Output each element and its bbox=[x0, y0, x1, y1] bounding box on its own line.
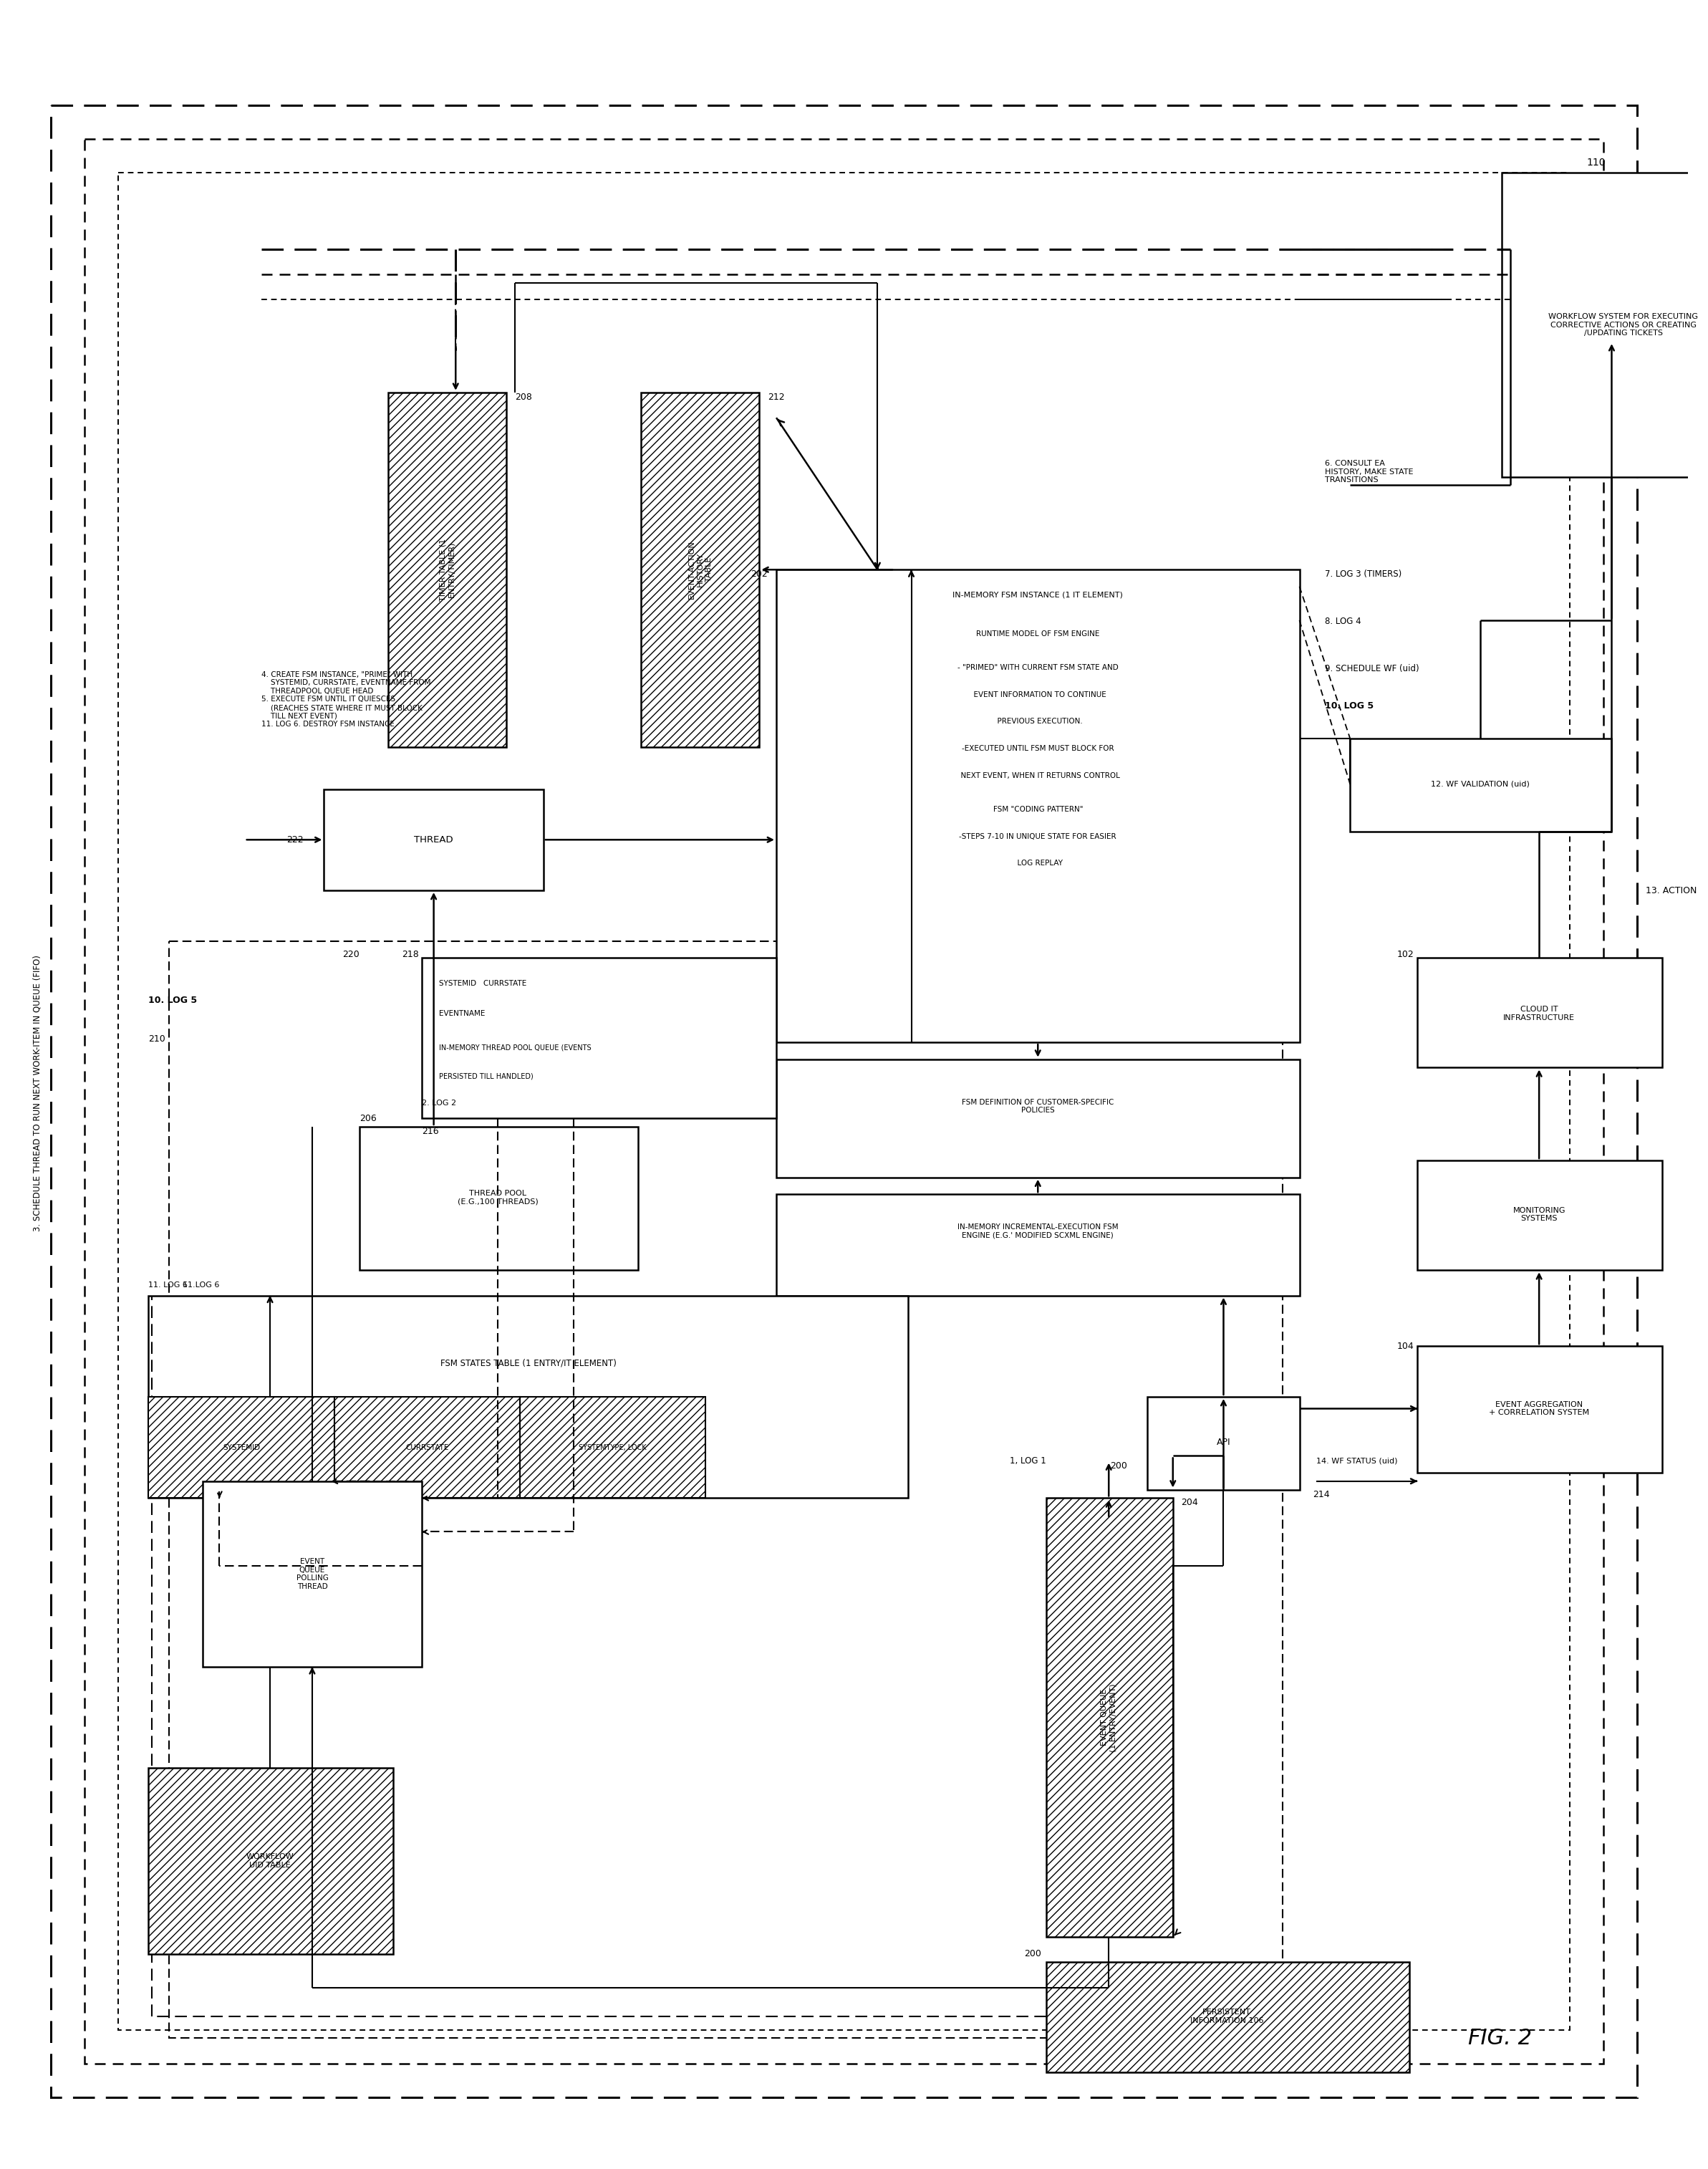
Text: 220: 220 bbox=[342, 950, 359, 959]
Bar bbox=[777, 1058, 1300, 1178]
Text: SYSTEMID   CURRSTATE: SYSTEMID CURRSTATE bbox=[439, 980, 526, 987]
Bar bbox=[149, 1768, 393, 1954]
Text: WORKFLOW SYSTEM FOR EXECUTING
CORRECTIVE ACTIONS OR CREATING
/UPDATING TICKETS: WORKFLOW SYSTEM FOR EXECUTING CORRECTIVE… bbox=[1549, 312, 1698, 336]
Text: 202: 202 bbox=[752, 570, 769, 579]
Bar bbox=[777, 1195, 1300, 1295]
Text: SYSTEMID: SYSTEMID bbox=[222, 1445, 260, 1451]
Text: 222: 222 bbox=[287, 835, 304, 844]
Text: 200: 200 bbox=[1110, 1462, 1127, 1471]
Text: FSM "CODING PATTERN": FSM "CODING PATTERN" bbox=[992, 805, 1083, 813]
Text: NEXT EVENT, WHEN IT RETURNS CONTROL: NEXT EVENT, WHEN IT RETURNS CONTROL bbox=[956, 772, 1120, 779]
Text: 10. LOG 5: 10. LOG 5 bbox=[1325, 701, 1373, 711]
Text: 206: 206 bbox=[359, 1115, 376, 1124]
Text: 2. LOG 2: 2. LOG 2 bbox=[422, 1100, 456, 1106]
Text: 6. CONSULT EA
HISTORY, MAKE STATE
TRANSITIONS: 6. CONSULT EA HISTORY, MAKE STATE TRANSI… bbox=[1325, 460, 1413, 484]
Text: EVENT-ACTION
HISTORY
TABLE: EVENT-ACTION HISTORY TABLE bbox=[688, 540, 712, 599]
Text: 216: 216 bbox=[422, 1128, 439, 1137]
Text: IN-MEMORY INCREMENTAL-EXECUTION FSM
ENGINE (E.G.' MODIFIED SCXML ENGINE): IN-MEMORY INCREMENTAL-EXECUTION FSM ENGI… bbox=[958, 1223, 1119, 1238]
Text: 12. WF VALIDATION (uid): 12. WF VALIDATION (uid) bbox=[1431, 781, 1529, 787]
Text: 208: 208 bbox=[514, 393, 531, 401]
Text: 102: 102 bbox=[1397, 950, 1414, 959]
Text: 1, LOG 1: 1, LOG 1 bbox=[1009, 1455, 1047, 1466]
Text: TIMER TABLE (1
ENTRY/TIMER): TIMER TABLE (1 ENTRY/TIMER) bbox=[439, 538, 454, 601]
Text: 104: 104 bbox=[1397, 1340, 1414, 1351]
Bar bbox=[1418, 959, 1662, 1067]
Text: 218: 218 bbox=[401, 950, 418, 959]
Text: 11.LOG 6: 11.LOG 6 bbox=[183, 1282, 219, 1288]
Bar bbox=[149, 1397, 335, 1499]
Text: THREAD POOL
(E.G.,100 THREADS): THREAD POOL (E.G.,100 THREADS) bbox=[458, 1191, 538, 1206]
Bar bbox=[84, 139, 1604, 2063]
Text: 200: 200 bbox=[1025, 1950, 1042, 1959]
Text: IN-MEMORY FSM INSTANCE (1 IT ELEMENT): IN-MEMORY FSM INSTANCE (1 IT ELEMENT) bbox=[953, 592, 1124, 599]
Text: PERSISTENT
INFORMATION 106: PERSISTENT INFORMATION 106 bbox=[1190, 2008, 1264, 2024]
Bar bbox=[1501, 174, 1708, 477]
Bar bbox=[203, 1481, 422, 1666]
Text: EVENT INFORMATION TO CONTINUE: EVENT INFORMATION TO CONTINUE bbox=[968, 692, 1107, 698]
Text: 7. LOG 3 (TIMERS): 7. LOG 3 (TIMERS) bbox=[1325, 570, 1402, 579]
Text: FSM DEFINITION OF CUSTOMER-SPECIFIC
POLICIES: FSM DEFINITION OF CUSTOMER-SPECIFIC POLI… bbox=[962, 1100, 1114, 1115]
Text: EVENT QUEUE
(1 ENTRY/EVENT): EVENT QUEUE (1 ENTRY/EVENT) bbox=[1102, 1683, 1117, 1753]
Text: 110: 110 bbox=[1587, 158, 1606, 167]
Text: 9. SCHEDULE WF (uid): 9. SCHEDULE WF (uid) bbox=[1325, 664, 1419, 675]
Text: LOG REPLAY: LOG REPLAY bbox=[1013, 859, 1062, 868]
Bar bbox=[169, 941, 1283, 2039]
Bar bbox=[118, 174, 1570, 2030]
Bar bbox=[422, 959, 777, 1119]
Text: 8. LOG 4: 8. LOG 4 bbox=[1325, 616, 1361, 627]
Text: 212: 212 bbox=[769, 393, 784, 401]
Text: - "PRIMED" WITH CURRENT FSM STATE AND: - "PRIMED" WITH CURRENT FSM STATE AND bbox=[958, 664, 1119, 670]
Text: MONITORING
SYSTEMS: MONITORING SYSTEMS bbox=[1513, 1206, 1566, 1221]
Bar bbox=[1047, 1963, 1409, 2071]
Text: 204: 204 bbox=[1182, 1499, 1199, 1507]
Bar bbox=[335, 1397, 519, 1499]
Text: THREAD: THREAD bbox=[413, 835, 453, 844]
Bar bbox=[1148, 1397, 1300, 1490]
Text: 214: 214 bbox=[1313, 1490, 1331, 1499]
Bar bbox=[519, 1397, 705, 1499]
Text: RUNTIME MODEL OF FSM ENGINE: RUNTIME MODEL OF FSM ENGINE bbox=[977, 631, 1100, 638]
Text: 14. WF STATUS (uid): 14. WF STATUS (uid) bbox=[1317, 1458, 1397, 1464]
Text: CLOUD IT
INFRASTRUCTURE: CLOUD IT INFRASTRUCTURE bbox=[1503, 1006, 1575, 1022]
Text: EVENT
QUEUE
POLLING
THREAD: EVENT QUEUE POLLING THREAD bbox=[295, 1557, 328, 1590]
Text: PREVIOUS EXECUTION.: PREVIOUS EXECUTION. bbox=[992, 718, 1083, 724]
Text: -EXECUTED UNTIL FSM MUST BLOCK FOR: -EXECUTED UNTIL FSM MUST BLOCK FOR bbox=[962, 744, 1114, 753]
Bar bbox=[359, 1126, 637, 1271]
Text: -STEPS 7-10 IN UNIQUE STATE FOR EASIER: -STEPS 7-10 IN UNIQUE STATE FOR EASIER bbox=[960, 833, 1117, 839]
Text: FSM STATES TABLE (1 ENTRY/IT ELEMENT): FSM STATES TABLE (1 ENTRY/IT ELEMENT) bbox=[441, 1358, 617, 1369]
Text: EVENTNAME: EVENTNAME bbox=[439, 1011, 485, 1017]
Text: 11. LOG 6: 11. LOG 6 bbox=[149, 1282, 188, 1288]
Text: IN-MEMORY THREAD POOL QUEUE (EVENTS: IN-MEMORY THREAD POOL QUEUE (EVENTS bbox=[439, 1043, 591, 1052]
Text: CURRSTATE: CURRSTATE bbox=[405, 1445, 449, 1451]
Text: 210: 210 bbox=[149, 1035, 166, 1043]
Bar bbox=[325, 790, 543, 891]
Text: FIG. 2: FIG. 2 bbox=[1469, 2028, 1532, 2048]
Bar bbox=[777, 570, 1300, 1043]
Text: 10. LOG 5: 10. LOG 5 bbox=[149, 996, 198, 1004]
Text: PERSISTED TILL HANDLED): PERSISTED TILL HANDLED) bbox=[439, 1071, 533, 1080]
Bar bbox=[1349, 737, 1612, 831]
Bar bbox=[388, 393, 506, 746]
Text: API: API bbox=[1216, 1438, 1230, 1447]
Bar bbox=[1047, 1499, 1173, 1937]
Bar bbox=[1418, 1347, 1662, 1473]
Bar bbox=[149, 1295, 909, 1499]
Bar bbox=[1418, 1160, 1662, 1271]
Text: WORKFLOW
UID TABLE: WORKFLOW UID TABLE bbox=[246, 1852, 294, 1870]
Text: 13. ACTION: 13. ACTION bbox=[1645, 885, 1696, 896]
Text: 4. CREATE FSM INSTANCE, "PRIME" WITH
    SYSTEMID, CURRSTATE, EVENTNAME FROM
   : 4. CREATE FSM INSTANCE, "PRIME" WITH SYS… bbox=[261, 670, 430, 729]
Bar bbox=[640, 393, 760, 746]
Text: SYSTEMTYPE, LOCK: SYSTEMTYPE, LOCK bbox=[579, 1445, 647, 1451]
Text: 3. SCHEDULE THREAD TO RUN NEXT WORK-ITEM IN QUEUE (FIFO): 3. SCHEDULE THREAD TO RUN NEXT WORK-ITEM… bbox=[32, 954, 41, 1232]
Text: EVENT AGGREGATION
+ CORRELATION SYSTEM: EVENT AGGREGATION + CORRELATION SYSTEM bbox=[1489, 1401, 1588, 1416]
